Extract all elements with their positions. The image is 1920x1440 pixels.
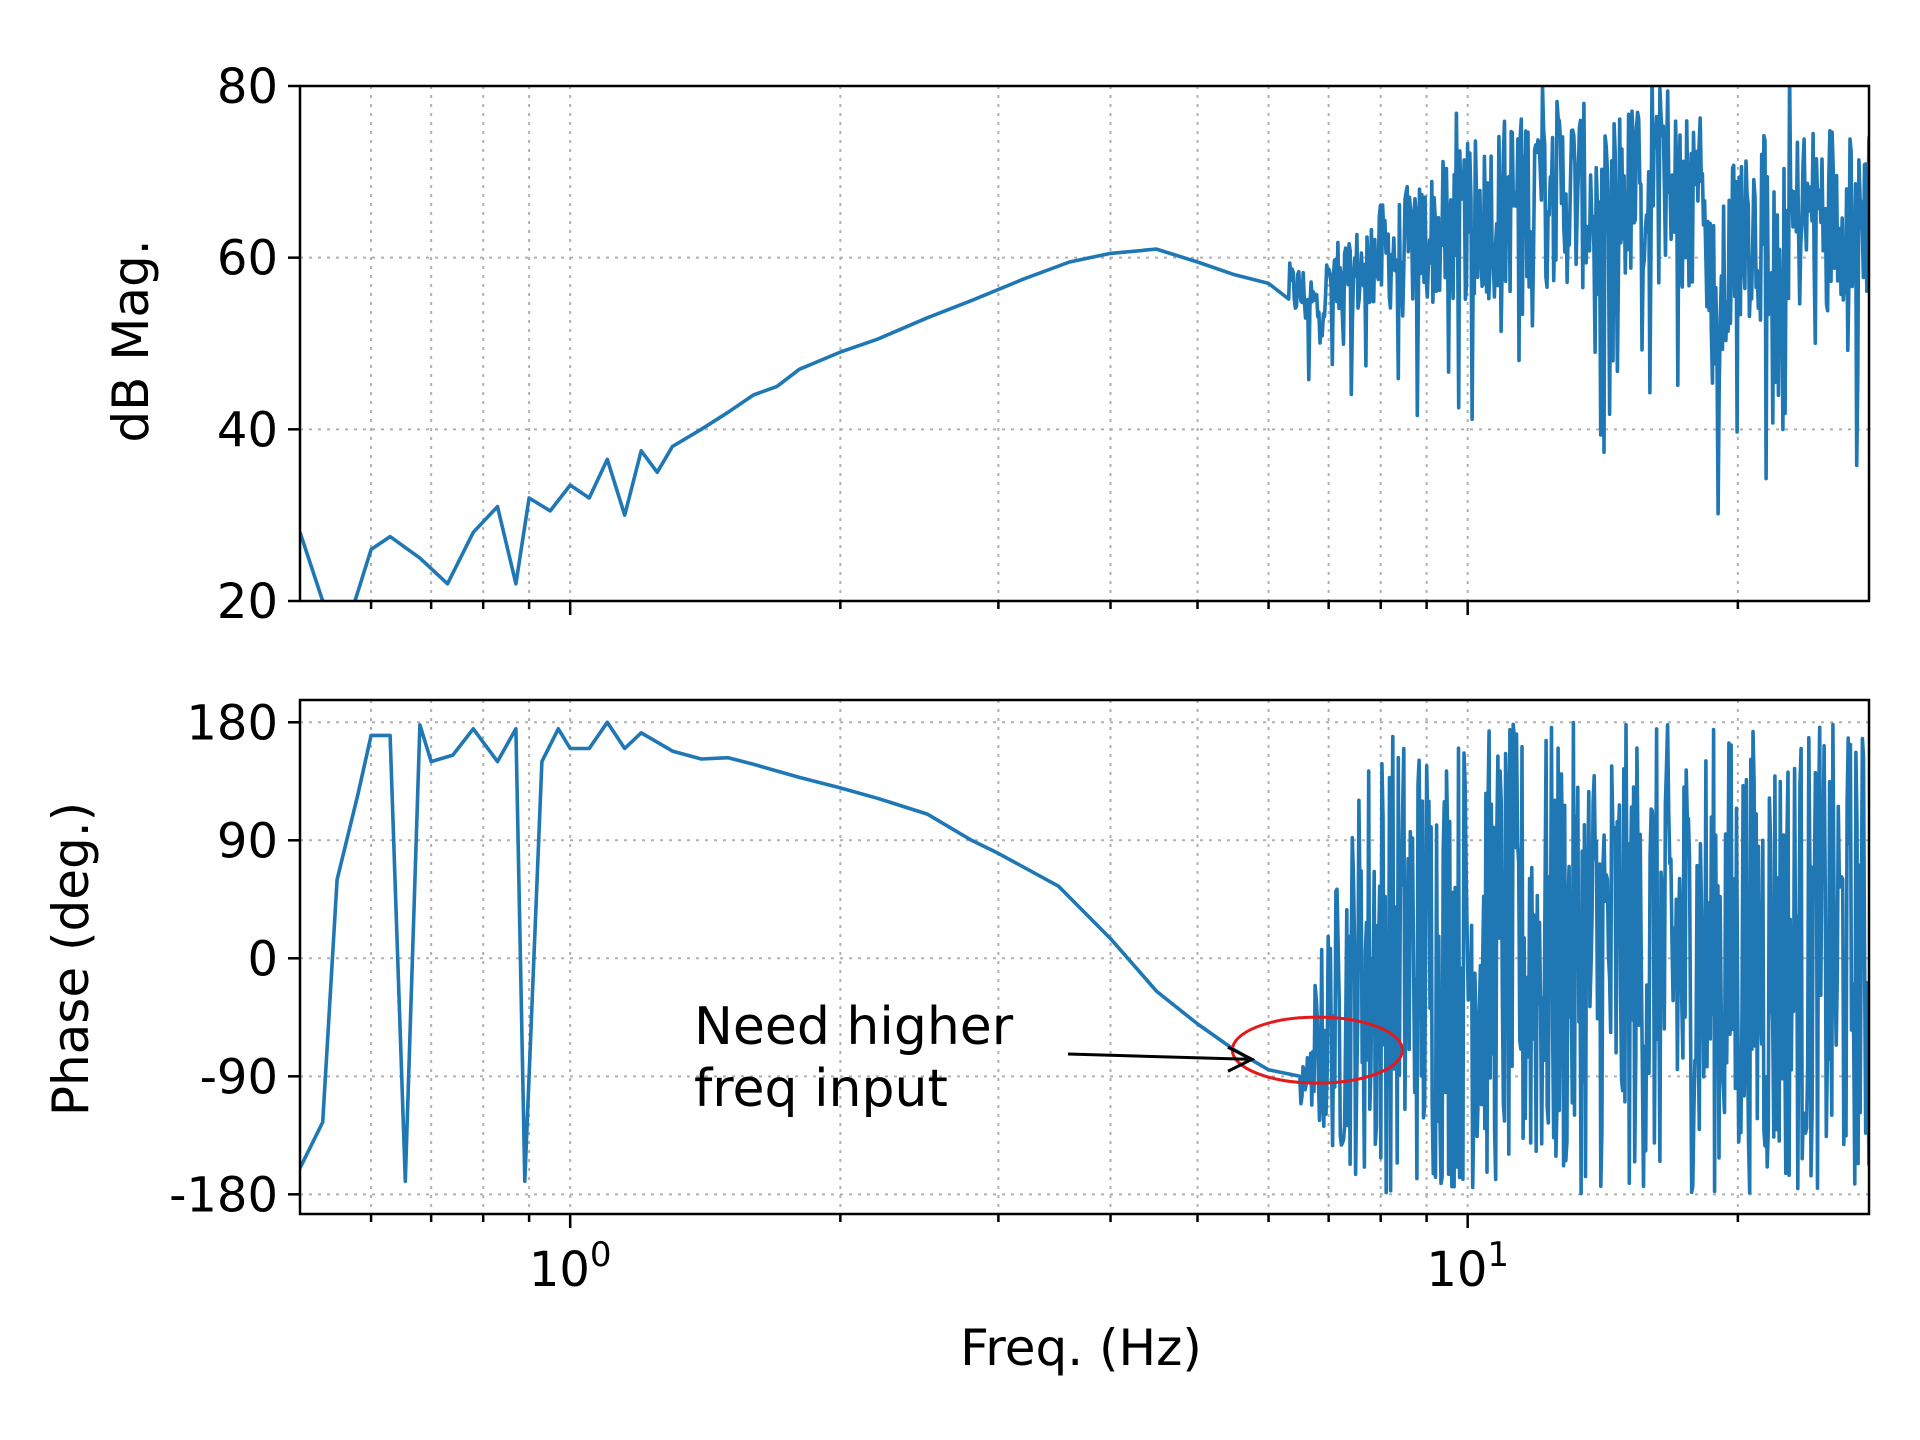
x-axis-label: Freq. (Hz) [960, 1319, 1202, 1377]
annotation-text-line: Need higher [694, 997, 1014, 1057]
magnitude-series-line [300, 86, 1869, 601]
phase-series-line [300, 720, 1869, 1196]
magnitude-y-tick-label: 60 [217, 231, 278, 287]
magnitude-y-tick-label: 80 [217, 59, 278, 115]
phase-y-tick-label: 180 [186, 695, 278, 751]
magnitude-axes-frame [298, 84, 1871, 603]
phase-y-tick-label: 90 [217, 813, 278, 869]
phase-axes-frame [298, 698, 1871, 1216]
phase-y-tick-label: -180 [169, 1167, 278, 1223]
phase-y-tick-label: 0 [247, 931, 278, 987]
annotation-arrowhead [1227, 1045, 1256, 1073]
phase-y-tick-label: -90 [200, 1049, 278, 1105]
magnitude-y-tick-label: 40 [217, 402, 278, 458]
annotation-text-line: freq input [694, 1059, 948, 1119]
annotation-arrow [1067, 1052, 1249, 1061]
magnitude-y-tick-label: 20 [217, 574, 278, 630]
x-tick-label: 100 [529, 1235, 612, 1298]
phase-y-axis-label: Phase (deg.) [42, 802, 100, 1116]
magnitude-panel: 20 40 60 80 [217, 59, 1871, 630]
magnitude-y-axis-label: dB Mag. [102, 239, 160, 442]
x-tick-label: 101 [1426, 1235, 1509, 1298]
axis-labels: dB Mag. Phase (deg.) Freq. (Hz) [42, 239, 1202, 1377]
